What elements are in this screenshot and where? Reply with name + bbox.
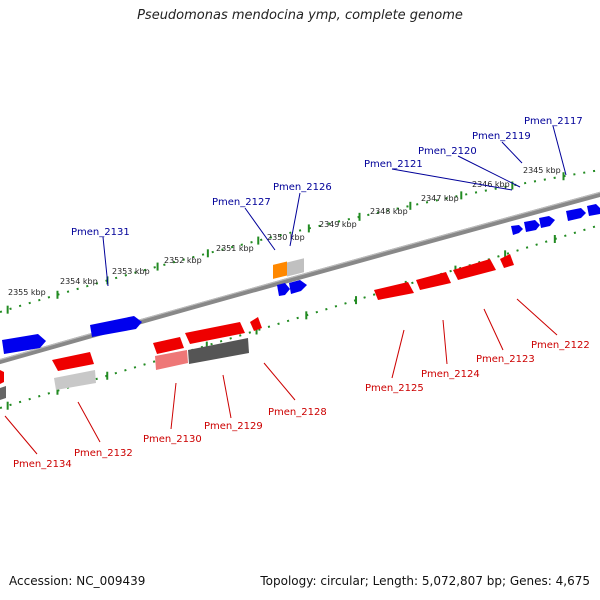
pseudo-gene-edge-gray[interactable]: [0, 386, 6, 400]
genome-backbone: [0, 191, 600, 365]
leader-pmen-2120: [457, 155, 521, 188]
leader-pmen-2123: [483, 308, 504, 351]
label-pmen-2131[interactable]: Pmen_2131: [71, 227, 130, 238]
forward-genes: [2, 204, 600, 354]
gene-arrow-pmen-2124[interactable]: [416, 272, 451, 290]
reverse-leader-lines: [4, 298, 558, 455]
leader-pmen-2130: [170, 382, 177, 430]
reverse-gene-labels: Pmen_2134 Pmen_2132 Pmen_2130 Pmen_2129 …: [13, 340, 590, 470]
pseudo-genes-bottom: [0, 338, 249, 400]
scale-label-2351: 2351 kbp: [216, 244, 254, 253]
leader-pmen-2125: [391, 329, 405, 379]
gene-arrow-pmen-2119[interactable]: [539, 216, 555, 228]
gene-arrow-pmen-2120[interactable]: [524, 220, 540, 232]
gene-arrow-pmen-2133[interactable]: [2, 334, 46, 354]
gene-arrow-pmen-2132[interactable]: [52, 352, 94, 371]
scale-label-2345: 2345 kbp: [523, 166, 561, 175]
pseudo-gene-gray-top[interactable]: [287, 258, 304, 277]
accession-text: Accession: NC_009439: [9, 574, 146, 588]
leader-pmen-2129: [222, 374, 232, 419]
label-pmen-2121[interactable]: Pmen_2121: [364, 159, 423, 170]
scale-label-2352: 2352 kbp: [164, 256, 202, 265]
label-pmen-2120[interactable]: Pmen_2120: [418, 146, 477, 157]
label-pmen-2123[interactable]: Pmen_2123: [476, 354, 535, 365]
pseudo-genes-top: [273, 258, 304, 279]
genome-backbone-highlight: [0, 191, 600, 361]
label-pmen-2127[interactable]: Pmen_2127: [212, 197, 271, 208]
label-pmen-2132[interactable]: Pmen_2132: [74, 448, 133, 459]
scale-label-2347: 2347 kbp: [421, 194, 459, 203]
gene-arrow-pmen-2131[interactable]: [90, 316, 142, 337]
gene-arrow-pmen-2121[interactable]: [511, 225, 523, 235]
scale-label-2355: 2355 kbp: [8, 288, 46, 297]
gene-arrow-pmen-2126[interactable]: [289, 280, 307, 294]
label-pmen-2134[interactable]: Pmen_2134: [13, 459, 72, 470]
scale-label-2346: 2346 kbp: [472, 180, 510, 189]
leader-pmen-2128: [263, 362, 296, 401]
forward-gene-labels: Pmen_2131 Pmen_2127 Pmen_2126 Pmen_2121 …: [71, 116, 583, 238]
pseudo-gene-dark-gray[interactable]: [188, 338, 249, 364]
leader-pmen-2121: [391, 168, 513, 191]
leader-pmen-2132: [77, 401, 101, 443]
gene-arrow-pmen-2128[interactable]: [250, 317, 262, 331]
map-title: Pseudomonas mendocina ymp, complete geno…: [137, 8, 463, 23]
label-pmen-2130[interactable]: Pmen_2130: [143, 434, 202, 445]
scale-labels: 2355 kbp 2354 kbp 2353 kbp 2352 kbp 2351…: [8, 166, 561, 297]
pseudo-gene-pink[interactable]: [155, 350, 188, 370]
leader-pmen-2117: [552, 125, 567, 176]
label-pmen-2125[interactable]: Pmen_2125: [365, 383, 424, 394]
label-pmen-2124[interactable]: Pmen_2124: [421, 369, 480, 380]
scale-label-2350: 2350 kbp: [267, 233, 305, 242]
scale-label-2348: 2348 kbp: [370, 207, 408, 216]
gene-arrow-pmen-2117[interactable]: [587, 204, 600, 216]
pseudo-gene-light-gray[interactable]: [54, 370, 96, 390]
label-pmen-2122[interactable]: Pmen_2122: [531, 340, 590, 351]
gene-arrow-pmen-2130[interactable]: [153, 337, 184, 354]
gene-arrow-pmen-2134[interactable]: [0, 370, 4, 384]
topology-text: Topology: circular; Length: 5,072,807 bp…: [260, 574, 590, 588]
gene-arrow-pmen-2122[interactable]: [500, 254, 514, 268]
leader-pmen-2124: [442, 319, 448, 365]
gene-arrow-pmen-2129[interactable]: [185, 322, 245, 344]
leader-pmen-2127: [244, 207, 276, 251]
leader-pmen-2122: [516, 298, 558, 336]
leader-pmen-2134: [4, 415, 38, 455]
leader-pmen-2119: [501, 141, 523, 164]
pseudo-gene-orange[interactable]: [273, 261, 287, 279]
label-pmen-2117[interactable]: Pmen_2117: [524, 116, 583, 127]
scale-label-2349: 2349 kbp: [319, 220, 357, 229]
leader-pmen-2131: [102, 236, 109, 287]
label-pmen-2128[interactable]: Pmen_2128: [268, 407, 327, 418]
gene-arrow-pmen-2125[interactable]: [374, 282, 414, 300]
label-pmen-2119[interactable]: Pmen_2119: [472, 131, 531, 142]
scale-label-2354: 2354 kbp: [60, 277, 98, 286]
forward-leader-lines: [102, 125, 567, 287]
label-pmen-2126[interactable]: Pmen_2126: [273, 182, 332, 193]
gene-arrow-pmen-2123[interactable]: [453, 259, 496, 280]
gene-arrow-pmen-2127[interactable]: [277, 283, 290, 296]
leader-pmen-2126: [289, 192, 301, 247]
reverse-genes: [0, 254, 514, 384]
label-pmen-2129[interactable]: Pmen_2129: [204, 421, 263, 432]
gene-arrow-pmen-2118[interactable]: [566, 208, 586, 221]
scale-label-2353: 2353 kbp: [112, 267, 150, 276]
